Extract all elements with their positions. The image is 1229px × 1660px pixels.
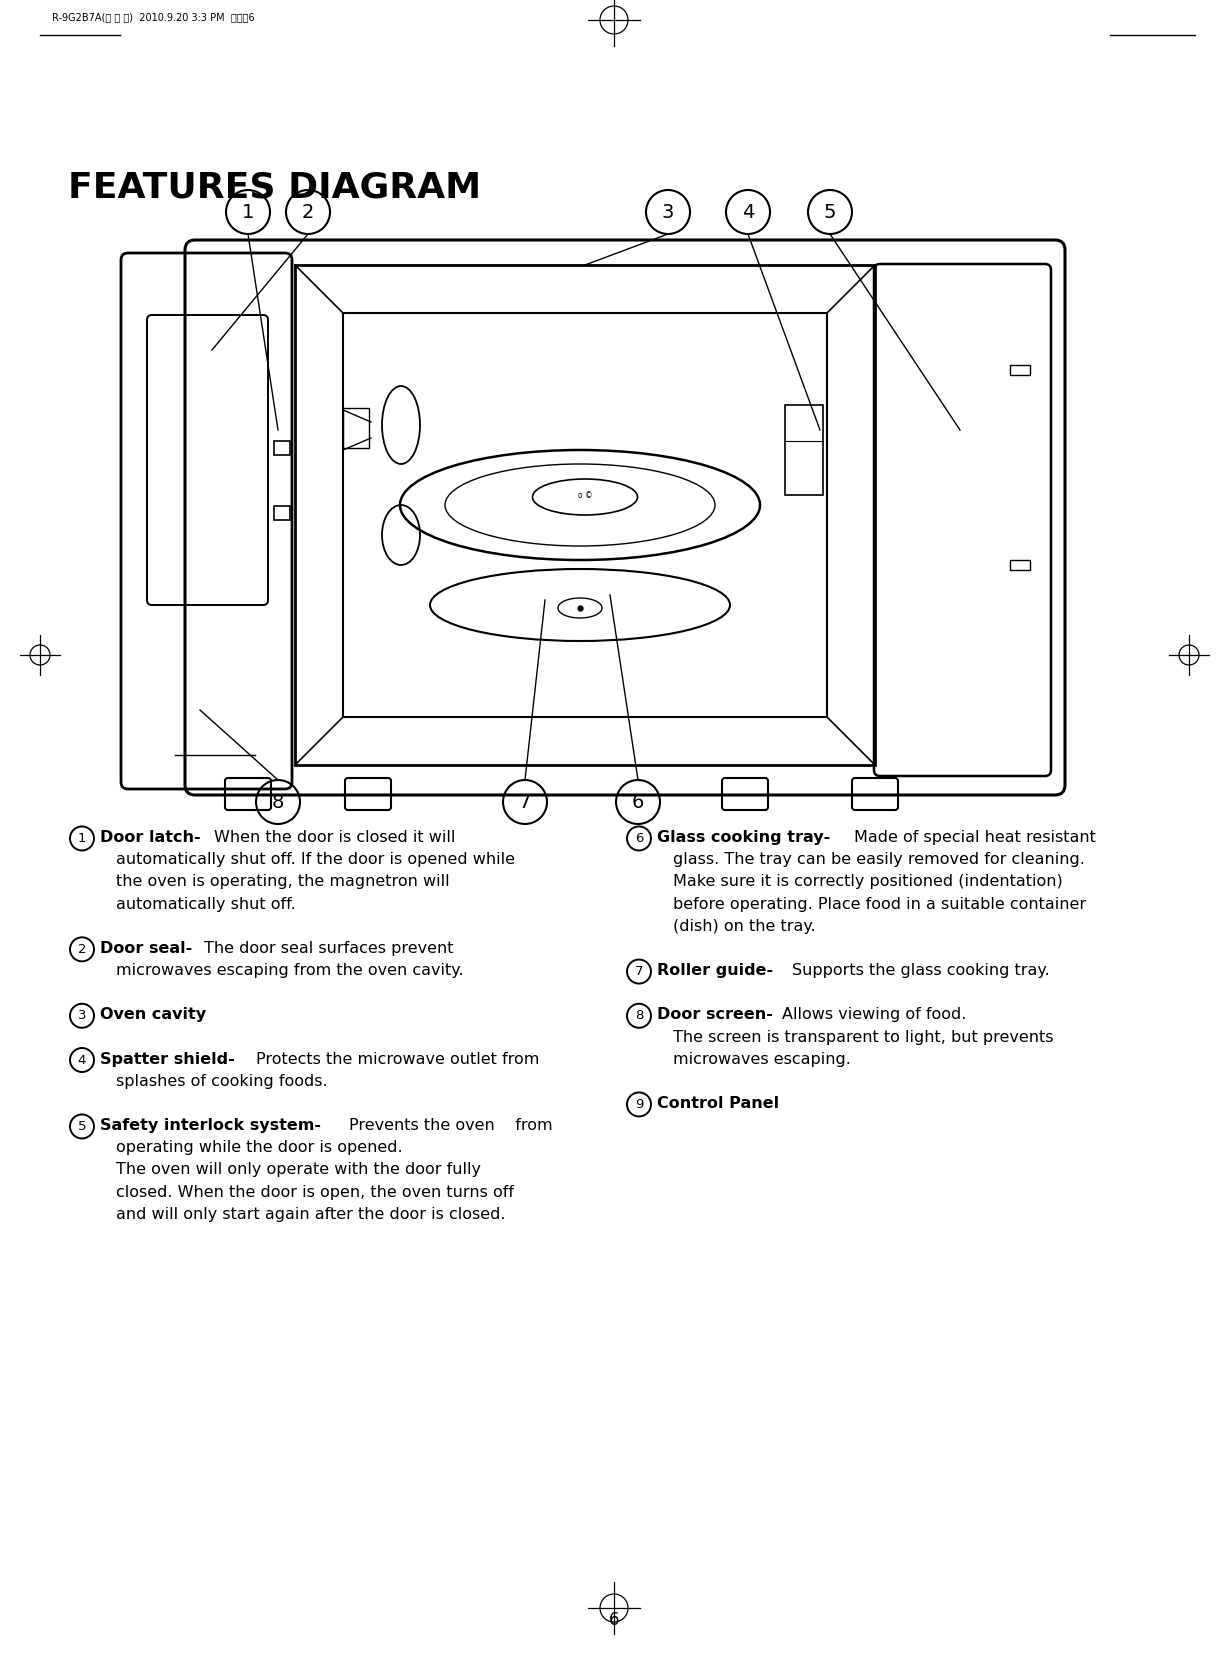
Text: Spatter shield-: Spatter shield- (100, 1051, 235, 1067)
Bar (1010, 365, 1030, 375)
Text: Door seal-: Door seal- (100, 941, 192, 956)
Text: automatically shut off.: automatically shut off. (116, 896, 296, 911)
Text: closed. When the door is open, the oven turns off: closed. When the door is open, the oven … (116, 1185, 514, 1200)
Bar (785, 405, 823, 495)
Text: Door latch-: Door latch- (100, 830, 200, 845)
Text: operating while the door is opened.: operating while the door is opened. (116, 1140, 403, 1155)
Text: automatically shut off. If the door is opened while: automatically shut off. If the door is o… (116, 852, 515, 867)
Text: 1: 1 (242, 203, 254, 221)
Text: FEATURES DIAGRAM: FEATURES DIAGRAM (68, 169, 481, 204)
Text: 7: 7 (519, 792, 531, 812)
Text: (dish) on the tray.: (dish) on the tray. (673, 920, 816, 935)
Text: Control Panel: Control Panel (658, 1096, 779, 1111)
Text: Prevents the oven    from: Prevents the oven from (349, 1117, 553, 1134)
Text: 6: 6 (608, 1610, 619, 1628)
Text: When the door is closed it will: When the door is closed it will (214, 830, 456, 845)
Text: Allows viewing of food.: Allows viewing of food. (782, 1008, 966, 1023)
Text: the oven is operating, the magnetron will: the oven is operating, the magnetron wil… (116, 875, 450, 890)
Bar (343, 408, 369, 448)
Text: before operating. Place food in a suitable container: before operating. Place food in a suitab… (673, 896, 1086, 911)
Text: 4: 4 (77, 1054, 86, 1066)
Text: 8: 8 (272, 792, 284, 812)
Bar (295, 266, 875, 765)
Text: Glass cooking tray-: Glass cooking tray- (658, 830, 831, 845)
Text: and will only start again after the door is closed.: and will only start again after the door… (116, 1207, 505, 1222)
Text: microwaves escaping.: microwaves escaping. (673, 1052, 850, 1067)
Bar (343, 314, 827, 717)
Text: Roller guide-: Roller guide- (658, 963, 773, 978)
Text: 9: 9 (635, 1097, 643, 1111)
Text: o ©: o © (578, 490, 592, 500)
Text: Supports the glass cooking tray.: Supports the glass cooking tray. (791, 963, 1050, 978)
Text: 6: 6 (635, 832, 643, 845)
Text: 5: 5 (77, 1120, 86, 1132)
Text: microwaves escaping from the oven cavity.: microwaves escaping from the oven cavity… (116, 963, 463, 978)
Text: 2: 2 (77, 943, 86, 956)
Text: 6: 6 (632, 792, 644, 812)
Text: 4: 4 (742, 203, 755, 221)
Text: 5: 5 (823, 203, 836, 221)
Text: The door seal surfaces prevent: The door seal surfaces prevent (204, 941, 454, 956)
Text: Make sure it is correctly positioned (indentation): Make sure it is correctly positioned (in… (673, 875, 1063, 890)
Text: Door screen-: Door screen- (658, 1008, 773, 1023)
Text: 7: 7 (634, 964, 643, 978)
Bar (274, 442, 290, 455)
Bar (274, 506, 290, 520)
Text: splashes of cooking foods.: splashes of cooking foods. (116, 1074, 328, 1089)
Bar (1010, 559, 1030, 569)
Text: The oven will only operate with the door fully: The oven will only operate with the door… (116, 1162, 481, 1177)
Text: 8: 8 (635, 1009, 643, 1023)
Text: glass. The tray can be easily removed for cleaning.: glass. The tray can be easily removed fo… (673, 852, 1085, 867)
Text: Safety interlock system-: Safety interlock system- (100, 1117, 321, 1134)
Text: 2: 2 (302, 203, 315, 221)
Text: 3: 3 (661, 203, 675, 221)
Text: Protects the microwave outlet from: Protects the microwave outlet from (256, 1051, 540, 1067)
Text: 3: 3 (77, 1009, 86, 1023)
Text: Oven cavity: Oven cavity (100, 1008, 206, 1023)
Text: R-9G2B7A(영 기 본)  2010.9.20 3:3 PM  페이지6: R-9G2B7A(영 기 본) 2010.9.20 3:3 PM 페이지6 (52, 12, 254, 22)
Text: The screen is transparent to light, but prevents: The screen is transparent to light, but … (673, 1029, 1053, 1044)
Text: 1: 1 (77, 832, 86, 845)
Text: Made of special heat resistant: Made of special heat resistant (854, 830, 1096, 845)
